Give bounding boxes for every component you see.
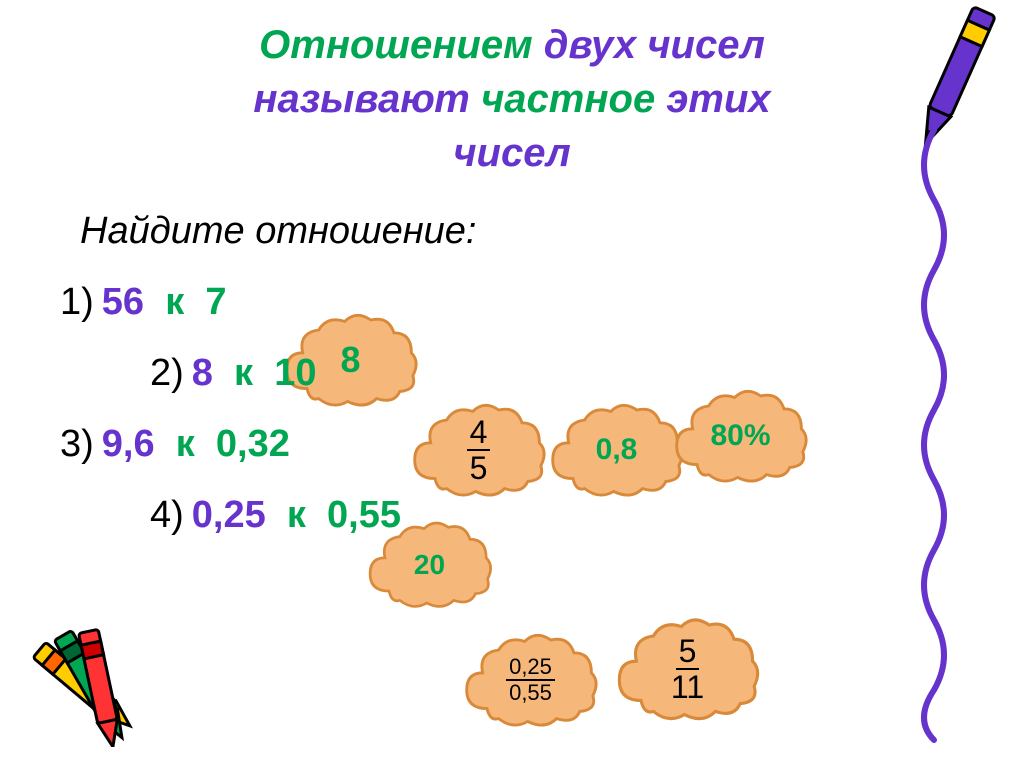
fraction-denominator: 5 [470,451,488,484]
problem-index: 2) [150,352,184,395]
answer-cloud-c5: 20 [362,518,497,611]
cloud-value: 80% [710,421,770,451]
answer-cloud-c7: 511 [610,614,765,724]
problem-separator: к [266,494,327,537]
problem-operand-b: 0,32 [216,423,290,466]
title-block: Отношением двух чисел называют частное э… [0,0,1024,180]
fraction: 0,250,55 [506,656,555,704]
title-line-3: чисел [0,126,1024,180]
fraction-numerator: 5 [676,635,700,670]
problem-row-1: 1) 56 к 7 [60,281,1024,324]
crayons-icon-bottom-left [10,607,180,752]
answer-cloud-c1: 8 [278,310,423,410]
problem-separator: к [213,352,274,395]
subtitle: Найдите отношение: [80,210,1024,253]
problem-operand-a: 9,6 [102,423,155,466]
fraction: 45 [467,416,491,484]
answer-cloud-c2: 45 [406,400,551,500]
problem-separator: к [155,423,216,466]
cloud-value: 20 [414,551,445,579]
fraction-denominator: 0,55 [509,681,552,704]
answer-cloud-c4: 80% [668,386,813,486]
problem-index: 1) [60,281,94,324]
problem-index: 3) [60,423,94,466]
problem-separator: к [144,281,205,324]
cloud-value: 0,8 [596,435,638,465]
title-text-2a: называют [253,77,481,121]
title-line-2: называют частное этих [0,72,1024,126]
cloud-value: 0,250,55 [506,656,555,704]
problem-operand-b: 7 [205,281,226,324]
problem-index: 4) [150,494,184,537]
problem-operand-a: 0,25 [192,494,266,537]
cloud-value: 511 [671,635,704,703]
title-highlight-2: частное [481,77,666,121]
title-text-1: двух чисел [544,23,765,67]
answer-cloud-c6: 0,250,55 [458,630,603,730]
fraction-denominator: 11 [671,670,704,703]
problem-row-4: 4) 0,25 к 0,55 [150,494,1024,537]
title-highlight-1: Отношением [259,23,544,67]
title-line-1: Отношением двух чисел [0,18,1024,72]
fraction-numerator: 4 [467,416,491,451]
cloud-value: 45 [467,416,491,484]
squiggle-icon [909,125,959,750]
title-text-3: чисел [453,131,571,175]
title-text-2b: этих [666,77,770,121]
fraction: 511 [671,635,704,703]
fraction-numerator: 0,25 [506,656,555,681]
cloud-value: 8 [340,342,360,378]
problem-operand-a: 56 [102,281,144,324]
problem-operand-a: 8 [192,352,213,395]
